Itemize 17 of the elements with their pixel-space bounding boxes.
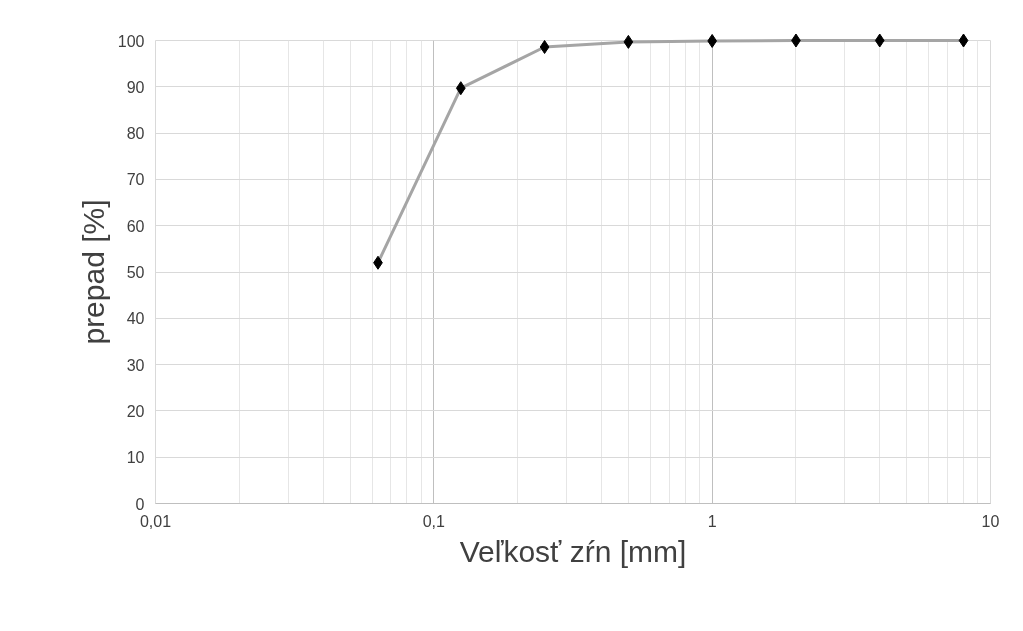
x-axis-title: Veľkosť zŕn [mm] [459, 534, 687, 568]
y-tick-label: 20 [126, 402, 145, 420]
y-axis-title: prepad [%] [76, 199, 110, 345]
y-tick-label: 50 [126, 264, 145, 281]
y-tick-label: 30 [126, 356, 145, 374]
y-tick-label: 90 [126, 78, 145, 96]
y-tick-label: 100 [117, 32, 145, 50]
x-tick-label: 0,1 [422, 512, 446, 530]
x-tick-label: 10 [981, 512, 1000, 530]
y-tick-label: 70 [126, 171, 145, 189]
y-tick-label: 40 [126, 310, 145, 328]
y-tick-label: 10 [126, 449, 145, 467]
y-tick-label: 80 [126, 125, 145, 143]
y-tick-label: 60 [126, 217, 145, 235]
x-tick-label: 1 [707, 512, 717, 530]
x-tick-label: 0,01 [139, 512, 172, 530]
y-tick-label: 0 [135, 495, 145, 513]
